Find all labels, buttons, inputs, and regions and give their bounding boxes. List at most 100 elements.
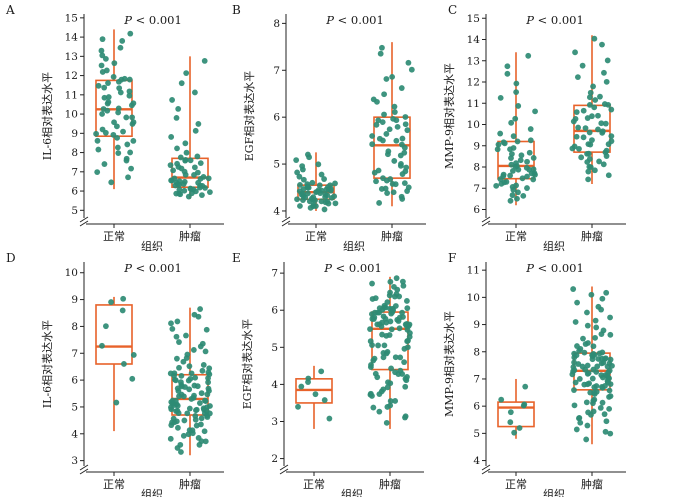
data-point	[570, 368, 577, 375]
data-point	[494, 146, 501, 153]
data-point	[326, 415, 333, 422]
data-point	[380, 175, 386, 182]
data-point	[524, 158, 530, 165]
data-point	[324, 192, 331, 199]
data-point	[296, 173, 303, 180]
data-point	[524, 173, 530, 180]
data-point	[602, 428, 609, 435]
data-point	[103, 323, 109, 330]
data-point	[174, 145, 180, 152]
data-point	[125, 174, 131, 181]
data-point	[94, 169, 101, 176]
y-axis-label: EGF相对表达水平	[240, 319, 254, 409]
box-tumor	[167, 56, 213, 200]
data-point	[120, 128, 126, 135]
y-tick-label: 5	[473, 428, 480, 440]
data-point	[510, 145, 517, 151]
data-point	[393, 291, 400, 298]
panel-letter: F	[448, 251, 456, 265]
data-point	[522, 383, 529, 390]
y-tick-label: 7	[71, 166, 78, 178]
x-tick-label: 肿瘤	[379, 477, 401, 491]
data-point	[387, 305, 394, 312]
data-point	[591, 167, 598, 174]
y-tick-label: 7	[473, 373, 480, 385]
data-point	[202, 438, 209, 445]
data-point	[571, 143, 578, 150]
y-tick-label: 9	[71, 128, 78, 140]
p-symbol: P	[123, 261, 132, 275]
box-normal	[497, 378, 535, 439]
y-tick-label: 9	[473, 319, 480, 331]
data-point	[207, 189, 213, 196]
data-point	[94, 137, 101, 144]
data-point	[596, 158, 602, 165]
data-point	[518, 152, 525, 159]
data-point	[316, 182, 323, 189]
data-point	[119, 38, 126, 44]
data-point	[402, 413, 409, 420]
data-point	[170, 167, 177, 174]
data-point	[192, 374, 199, 381]
data-point	[199, 367, 206, 374]
y-tick-label: 5	[71, 401, 78, 413]
axis-break-mark	[481, 216, 491, 223]
data-point	[201, 428, 208, 435]
data-point	[318, 187, 325, 194]
data-point	[375, 342, 381, 349]
data-point	[573, 426, 580, 433]
data-point	[509, 192, 516, 199]
data-point	[527, 126, 534, 132]
data-point	[102, 55, 109, 62]
data-point	[583, 399, 590, 406]
data-point	[591, 104, 598, 111]
data-point	[372, 370, 379, 377]
data-point	[123, 114, 130, 121]
data-point	[367, 326, 373, 332]
data-point	[167, 435, 174, 442]
data-point	[390, 115, 397, 122]
data-point	[504, 70, 511, 77]
y-tick-label: 6	[271, 305, 278, 317]
y-tick-label: 13	[65, 51, 78, 63]
data-point	[595, 126, 601, 133]
data-point	[513, 80, 520, 87]
data-point	[570, 286, 577, 292]
data-point	[584, 381, 591, 388]
data-point	[386, 126, 393, 133]
data-point	[184, 351, 191, 358]
data-point	[304, 181, 311, 188]
data-point	[180, 432, 187, 439]
data-point	[590, 408, 597, 415]
data-point	[169, 326, 176, 332]
y-tick-label: 7	[271, 268, 278, 280]
box-tumor	[369, 42, 415, 207]
data-point	[198, 390, 205, 397]
data-point	[383, 419, 390, 426]
data-point	[196, 400, 203, 406]
data-point	[99, 52, 106, 59]
data-point	[370, 404, 377, 411]
data-point	[177, 154, 184, 161]
data-point	[572, 49, 578, 56]
data-point	[590, 343, 597, 350]
data-point	[305, 151, 311, 158]
p-value-text: < 0.001	[534, 13, 584, 27]
data-point	[600, 327, 607, 334]
axis-break-mark	[79, 216, 89, 223]
data-point	[608, 138, 615, 145]
x-tick-label: 正常	[505, 230, 527, 243]
data-point	[373, 121, 380, 128]
data-point	[584, 422, 591, 429]
data-point	[387, 176, 394, 182]
data-point	[294, 169, 301, 176]
data-point	[176, 178, 183, 185]
data-point	[401, 180, 408, 187]
data-point	[110, 131, 117, 138]
data-point	[500, 171, 507, 178]
data-point	[398, 160, 404, 167]
data-point	[130, 119, 137, 126]
